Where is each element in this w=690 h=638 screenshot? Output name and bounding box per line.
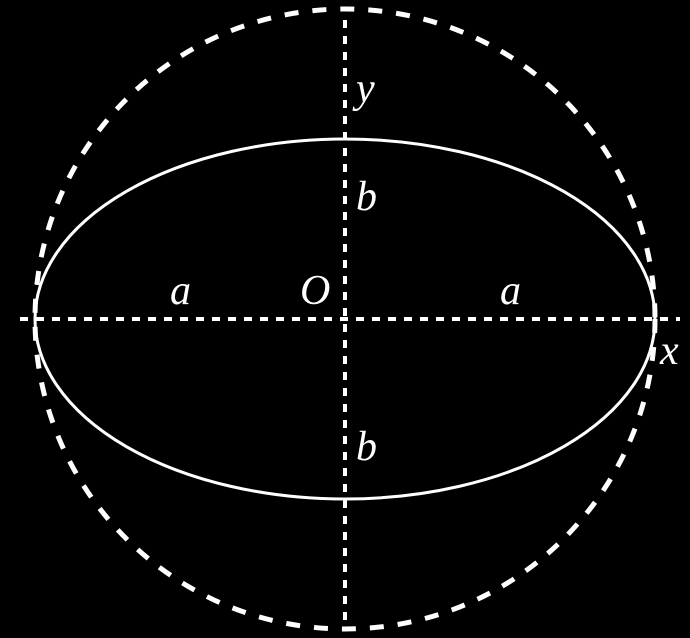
label-b-bottom: b — [356, 424, 377, 470]
label-a-left: a — [170, 268, 191, 314]
label-x: x — [659, 328, 679, 374]
ellipse-circle-diagram: y x O b b a a — [0, 0, 690, 638]
label-b-top: b — [356, 174, 377, 220]
label-origin: O — [300, 268, 330, 314]
label-a-right: a — [500, 268, 521, 314]
label-y: y — [352, 66, 375, 112]
